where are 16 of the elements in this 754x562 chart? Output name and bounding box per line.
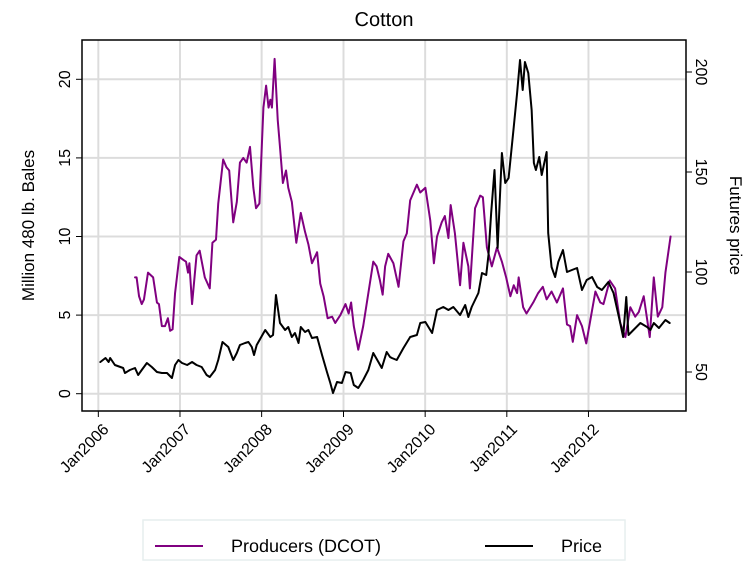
line-series [134,58,672,351]
y-tick-label: 20 [57,70,74,88]
y2-tick-label: 200 [692,58,709,86]
legend-label: Price [561,536,602,556]
y-tick-label: 15 [57,148,74,167]
y2-tick-label: 100 [692,258,709,286]
chart-title: Cotton [354,9,414,31]
y2-tick-label: 50 [692,363,709,381]
y-axis-title: Million 480 lb. Bales [19,150,38,302]
line-series [99,59,671,394]
legend-label: Producers (DCOT) [231,536,382,556]
y2-tick-label: 150 [692,158,709,186]
y-tick-label: 10 [57,228,74,246]
y2-axis-title: Futures price [726,176,745,276]
y-tick-label: 0 [57,389,74,398]
y-tick-label: 5 [57,310,74,320]
